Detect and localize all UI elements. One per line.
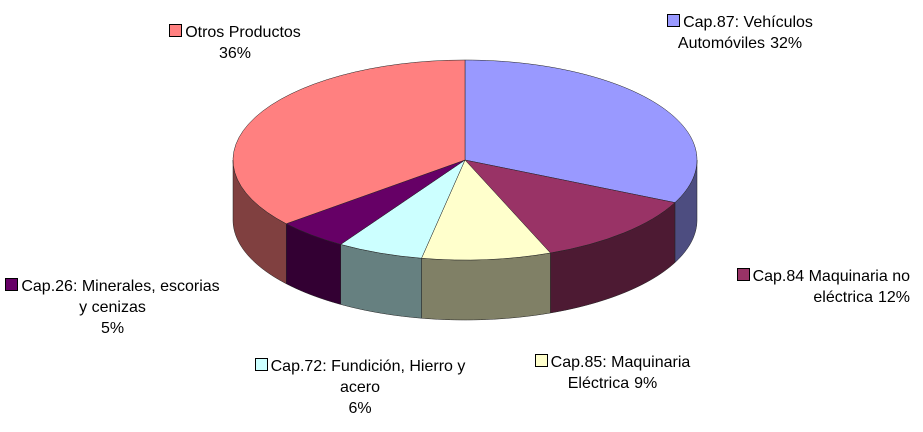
slice — [464, 159, 676, 254]
slice-label: Otros Productos 36% — [130, 22, 340, 64]
legend-swatch — [169, 24, 183, 37]
slice-label: Cap.84 Maquinaria no eléctrica 12% — [710, 266, 910, 308]
slice-side — [421, 252, 551, 321]
value-label: 32% — [770, 35, 803, 52]
legend-swatch — [5, 278, 19, 291]
slice — [464, 59, 698, 203]
slice — [232, 59, 466, 225]
category-label: Cap.72: Fundición, Hierro y acero — [270, 358, 466, 396]
value-label: 9% — [634, 375, 658, 392]
slice-label: Cap.26: Minerales, escorias y cenizas 5% — [5, 276, 220, 339]
legend-swatch — [254, 358, 268, 371]
category-label: Cap.87: Vehículos Automóviles — [677, 14, 813, 52]
slice-label: Cap.87: Vehículos Automóviles 32% — [645, 12, 835, 54]
value-label: 5% — [100, 320, 125, 337]
category-label: Cap.26: Minerales, escorias y cenizas — [21, 278, 220, 316]
value-label: 6% — [348, 400, 372, 417]
category-label: Cap.85: Maquinaria Eléctrica — [550, 354, 691, 392]
legend-swatch — [534, 354, 548, 367]
slice-label: Cap.72: Fundición, Hierro y acero 6% — [250, 356, 470, 419]
category-label: Cap.84 Maquinaria no eléctrica — [752, 268, 910, 306]
legend-swatch — [667, 14, 681, 27]
value-label: 36% — [218, 45, 252, 62]
slice-label: Cap.85: Maquinaria Eléctrica 9% — [505, 352, 720, 394]
slice — [421, 159, 551, 261]
value-label: 12% — [877, 289, 910, 306]
legend-swatch — [736, 268, 750, 281]
category-label: Otros Productos — [185, 24, 301, 41]
